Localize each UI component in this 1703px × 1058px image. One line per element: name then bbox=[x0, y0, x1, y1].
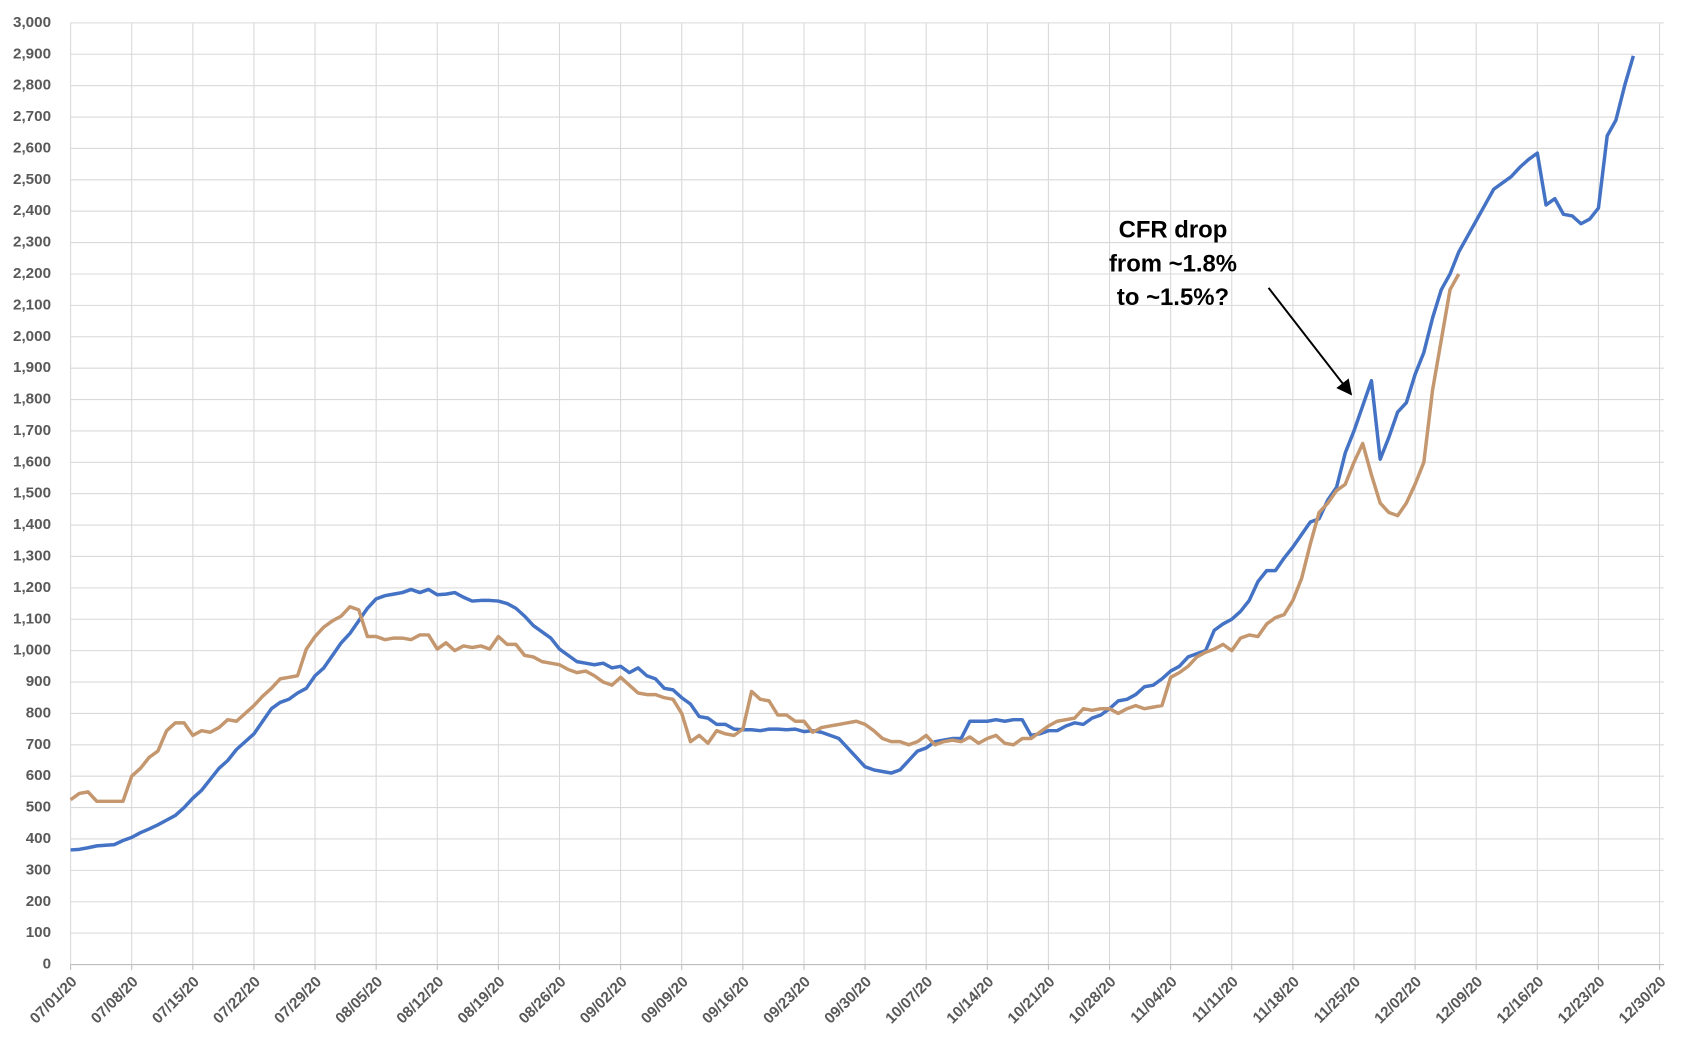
x-tick-label: 07/29/20 bbox=[271, 973, 325, 1027]
x-tick-label: 11/11/20 bbox=[1189, 973, 1242, 1026]
x-tick-label: 11/18/20 bbox=[1250, 973, 1303, 1026]
y-tick-label: 1,200 bbox=[13, 579, 51, 596]
y-tick-label: 1,100 bbox=[13, 610, 51, 627]
y-tick-label: 2,300 bbox=[13, 234, 51, 251]
x-tick-label: 07/01/20 bbox=[27, 973, 81, 1027]
y-tick-label: 2,100 bbox=[13, 296, 51, 313]
x-tick-label: 10/07/20 bbox=[882, 973, 936, 1027]
y-tick-label: 1,600 bbox=[13, 453, 51, 470]
y-tick-label: 2,000 bbox=[13, 328, 51, 345]
x-tick-label: 12/30/20 bbox=[1616, 973, 1670, 1027]
x-tick-label: 09/02/20 bbox=[577, 973, 631, 1027]
x-tick-label: 09/09/20 bbox=[638, 973, 692, 1027]
x-tick-label: 07/22/20 bbox=[210, 973, 264, 1027]
x-tick-label: 12/02/20 bbox=[1371, 973, 1425, 1027]
y-tick-label: 2,800 bbox=[13, 77, 51, 94]
annotation: CFR drop bbox=[1119, 217, 1228, 244]
y-tick-label: 2,700 bbox=[13, 108, 51, 125]
series-line bbox=[70, 55, 1636, 852]
x-tick-label: 09/30/20 bbox=[821, 973, 875, 1027]
x-tick-label: 09/16/20 bbox=[699, 973, 753, 1027]
x-tick-label: 12/09/20 bbox=[1432, 973, 1486, 1027]
y-tick-label: 2,600 bbox=[13, 139, 51, 156]
y-tick-label: 900 bbox=[26, 673, 51, 690]
x-tick-label: 08/26/20 bbox=[516, 973, 570, 1027]
y-tick-label: 800 bbox=[26, 704, 51, 721]
y-tick-label: 1,800 bbox=[13, 391, 51, 408]
annotation: to ~1.5%? bbox=[1117, 284, 1229, 311]
y-tick-label: 300 bbox=[26, 861, 51, 878]
x-tick-label: 10/21/20 bbox=[1005, 973, 1059, 1027]
plot bbox=[69, 55, 1636, 852]
x-tick-label: 10/14/20 bbox=[943, 973, 997, 1027]
y-tick-label: 500 bbox=[26, 799, 51, 816]
y-tick-label: 1,000 bbox=[13, 642, 51, 659]
y-tick-label: 2,400 bbox=[13, 202, 51, 219]
y-tick-label: 1,400 bbox=[13, 516, 51, 533]
y-tick-label: 0 bbox=[43, 956, 51, 973]
annotation-arrow bbox=[1267, 287, 1353, 396]
y-tick-label: 700 bbox=[26, 736, 51, 753]
x-tick-label: 07/15/20 bbox=[149, 973, 203, 1027]
y-tick-label: 2,900 bbox=[13, 45, 51, 62]
y-tick-label: 1,500 bbox=[13, 485, 51, 502]
x-tick-label: 10/28/20 bbox=[1066, 973, 1120, 1027]
y-tick-label: 400 bbox=[26, 830, 51, 847]
grid: 0 100 200 300 400 500 600 700 800 900 1,000 1,100 1,… bbox=[13, 14, 1670, 1027]
series-line bbox=[69, 273, 1461, 804]
y-tick-label: 3,000 bbox=[13, 14, 51, 31]
x-tick-label: 12/23/20 bbox=[1555, 973, 1609, 1027]
y-tick-label: 1,700 bbox=[13, 422, 51, 439]
x-tick-label: 09/23/20 bbox=[760, 973, 814, 1027]
y-tick-label: 100 bbox=[26, 924, 51, 941]
y-tick-label: 2,200 bbox=[13, 265, 51, 282]
x-tick-label: 11/25/20 bbox=[1311, 973, 1364, 1026]
y-tick-label: 600 bbox=[26, 767, 51, 784]
y-tick-label: 2,500 bbox=[13, 171, 51, 188]
y-tick-label: 1,900 bbox=[13, 359, 51, 376]
x-tick-label: 12/16/20 bbox=[1494, 973, 1548, 1027]
x-tick-label: 08/12/20 bbox=[393, 973, 447, 1027]
y-tick-label: 200 bbox=[26, 893, 51, 910]
x-tick-label: 11/04/20 bbox=[1127, 973, 1180, 1026]
annotation: from ~1.8% bbox=[1109, 250, 1237, 277]
y-tick-label: 1,300 bbox=[13, 547, 51, 564]
x-tick-label: 07/08/20 bbox=[88, 973, 142, 1027]
x-tick-label: 08/05/20 bbox=[332, 973, 386, 1027]
x-tick-label: 08/19/20 bbox=[455, 973, 509, 1027]
